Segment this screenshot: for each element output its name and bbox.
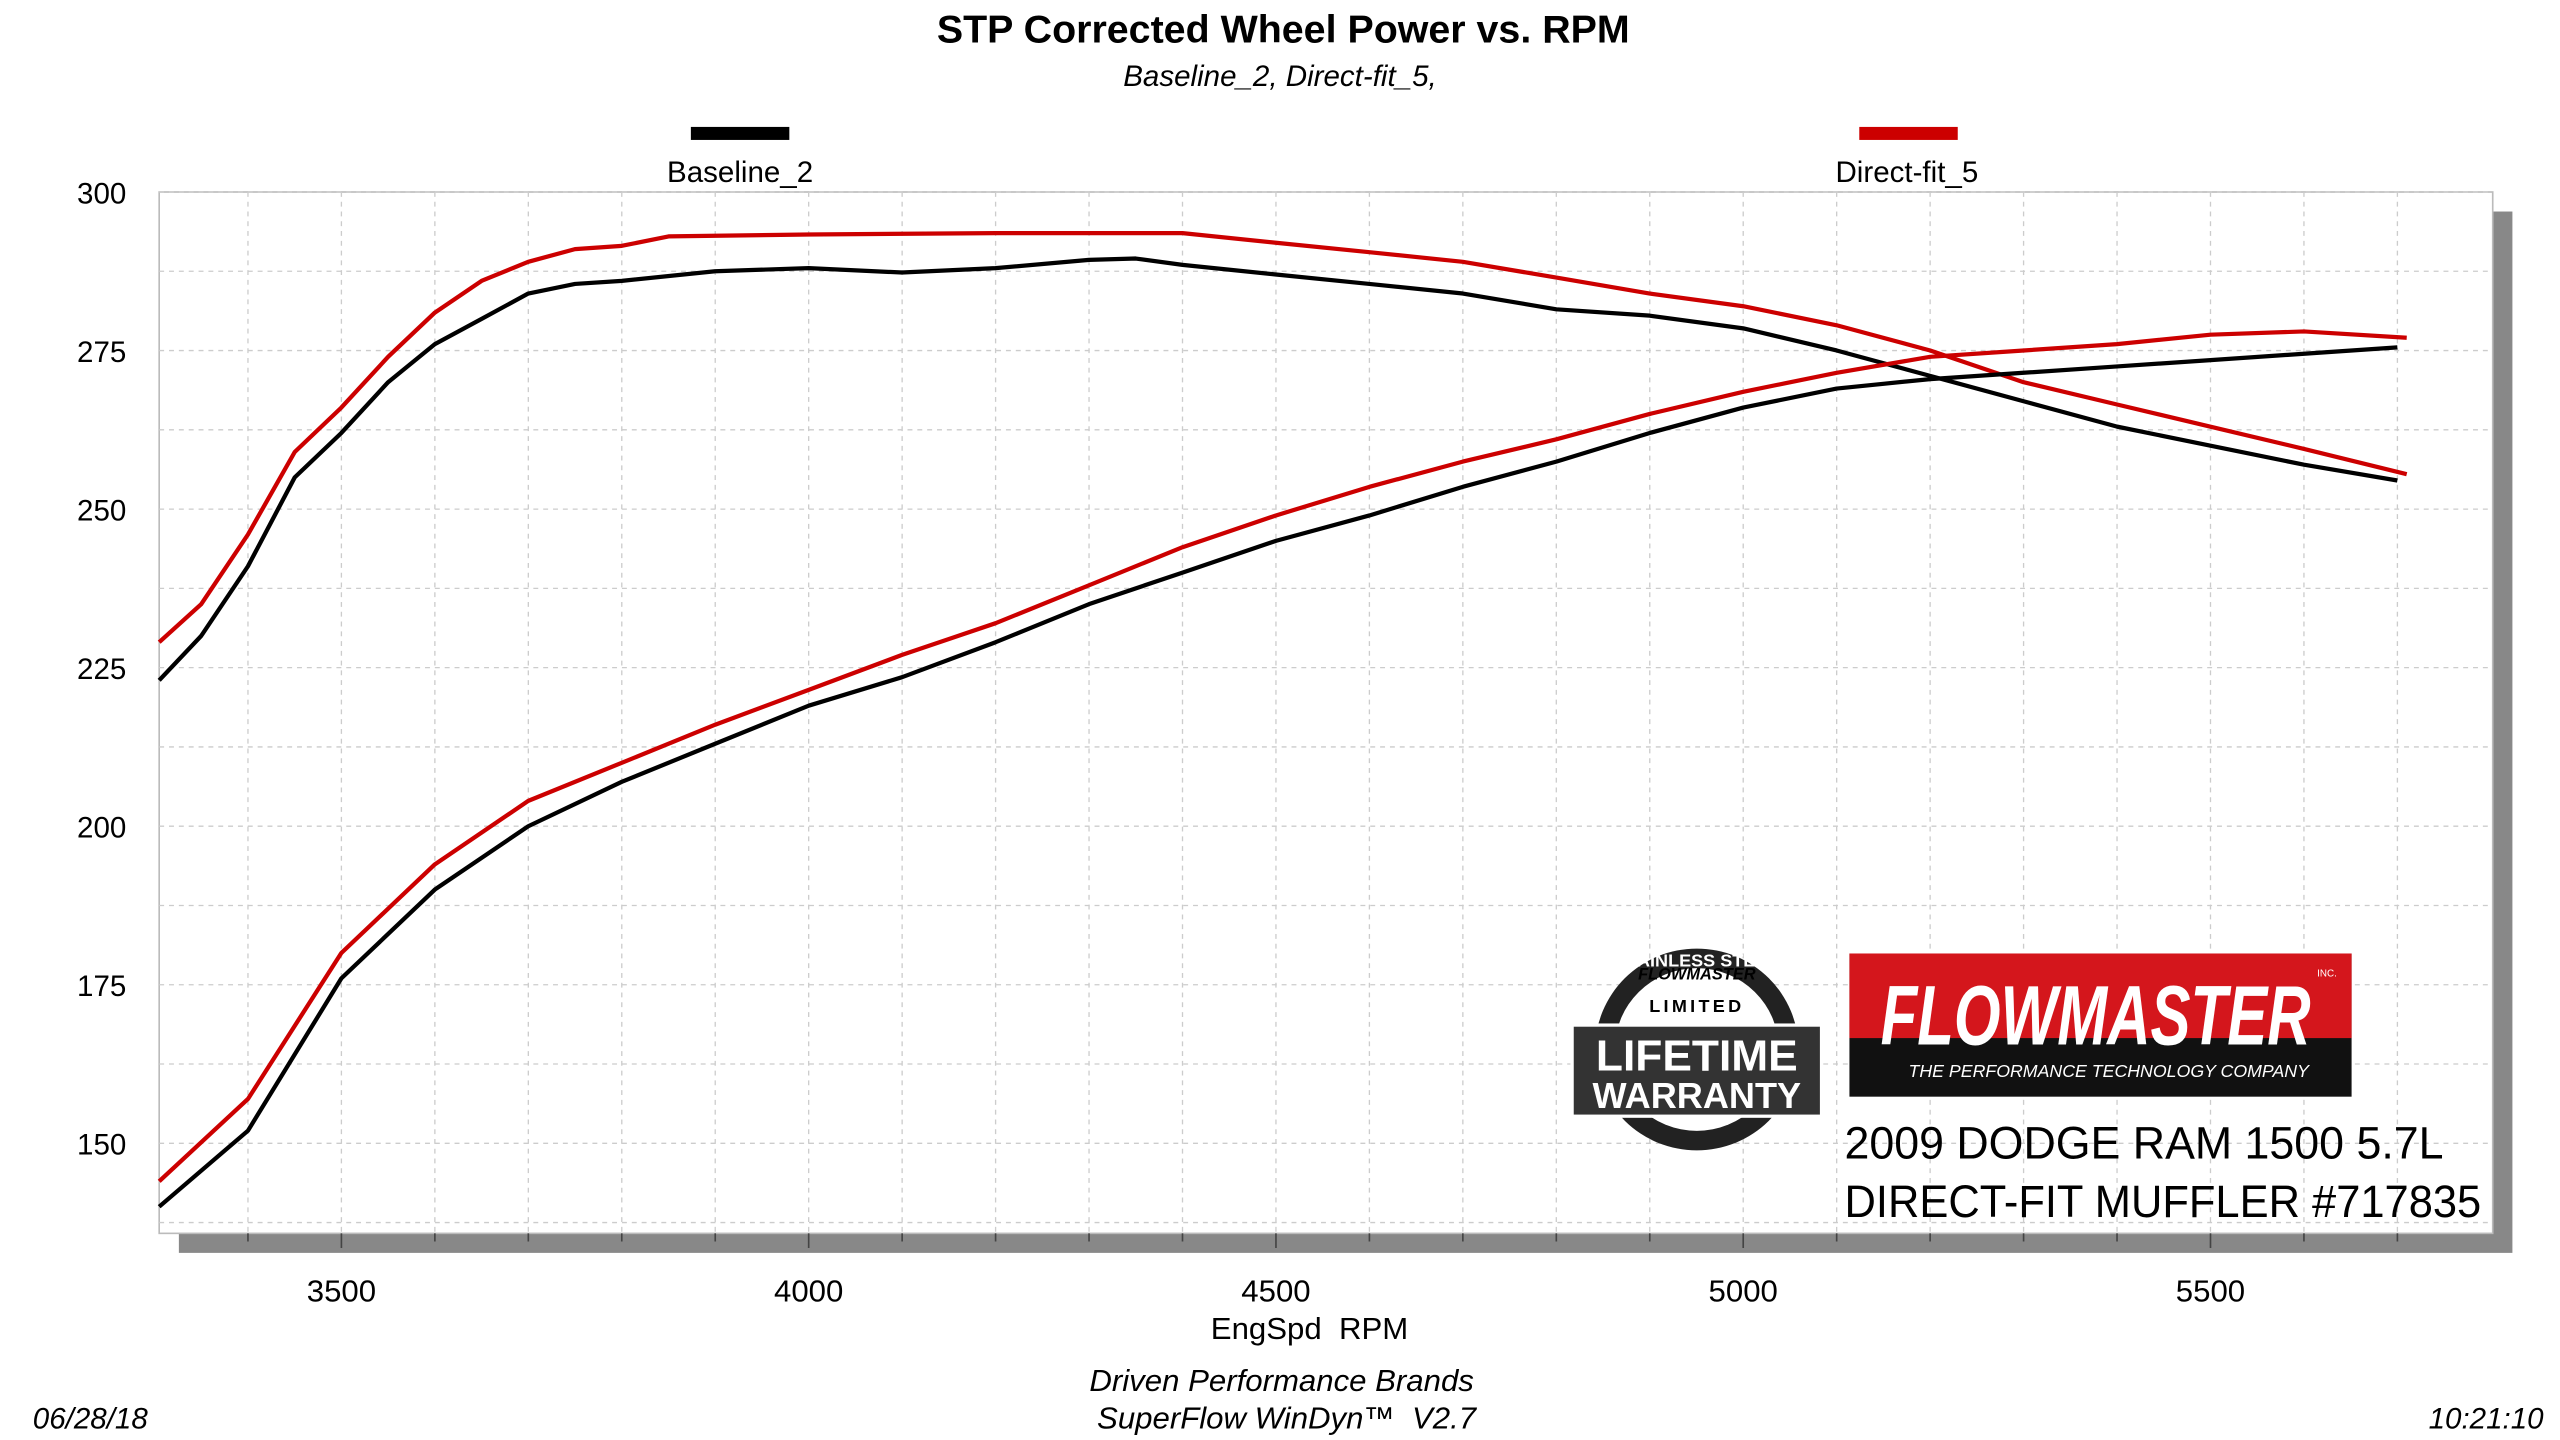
svg-text:WARRANTY: WARRANTY [1593,1075,1802,1116]
svg-text:THE PERFORMANCE TECHNOLOGY COM: THE PERFORMANCE TECHNOLOGY COMPANY [1909,1061,2311,1081]
svg-text:LIFETIME: LIFETIME [1596,1032,1798,1081]
series-line-direct-fit-5-lower [157,329,2407,1183]
y-tick-label: 225 [77,653,126,686]
y-tick-label: 250 [77,495,126,528]
x-axis-label: EngSpd RPM [1211,1311,1408,1346]
footer-company: Driven Performance Brands [1089,1363,1474,1398]
y-tick-label: 200 [77,812,126,845]
warranty-logo: FLOWMASTER LIMITED LIFETIME WARRANTY STA… [1570,948,1824,1151]
x-tick-label: 4500 [1241,1274,1310,1309]
x-tick-label: 3500 [307,1274,376,1309]
flowmaster-logo: FLOWMASTER INC. THE PERFORMANCE TECHNOLO… [1849,953,2352,1097]
y-axis: 150 175 200 225 250 275 300 [77,178,126,1162]
footer-time: 10:21:10 [2429,1403,2545,1436]
y-tick-label: 150 [77,1129,126,1162]
chart-title: STP Corrected Wheel Power vs. RPM [937,8,1630,51]
chart-subtitle: Baseline_2, Direct-fit_5, [1123,60,1437,93]
footer-software: SuperFlow WinDyn™ V2.7 [1097,1401,1478,1436]
series-line-direct-fit-5-upper [157,231,2408,644]
series-line-baseline-2-upper [157,256,2398,682]
svg-text:STAINLESS STEEL: STAINLESS STEEL [1615,951,1778,971]
y-tick-label: 275 [77,336,126,369]
footer-date: 06/28/18 [33,1403,149,1436]
vehicle-line-1: 2009 DODGE RAM 1500 5.7L [1845,1118,2444,1169]
x-axis: 3500 4000 4500 5000 5500 [247,1233,2399,1309]
svg-text:FLOWMASTER: FLOWMASTER [1638,966,1756,984]
y-tick-label: 175 [77,970,126,1003]
legend-swatch-baseline [690,126,790,140]
series-line-baseline-2-lower [157,345,2398,1209]
svg-text:INC.: INC. [2317,968,2337,979]
x-tick-label: 5500 [2176,1274,2245,1309]
legend-label-baseline: Baseline_2 [667,156,813,189]
svg-text:FLOWMASTER: FLOWMASTER [1881,969,2311,1064]
legend-swatch-direct-fit [1859,126,1958,140]
svg-text:LIMITED: LIMITED [1649,996,1744,1016]
legend-label-direct-fit: Direct-fit_5 [1835,156,1978,189]
x-tick-label: 4000 [774,1274,843,1309]
grid [159,191,2493,1234]
y-tick-label: 300 [77,178,126,211]
series-lines [157,231,2408,1209]
vehicle-line-2: DIRECT-FIT MUFFLER #717835 [1845,1176,2482,1227]
x-tick-label: 5000 [1709,1274,1778,1309]
